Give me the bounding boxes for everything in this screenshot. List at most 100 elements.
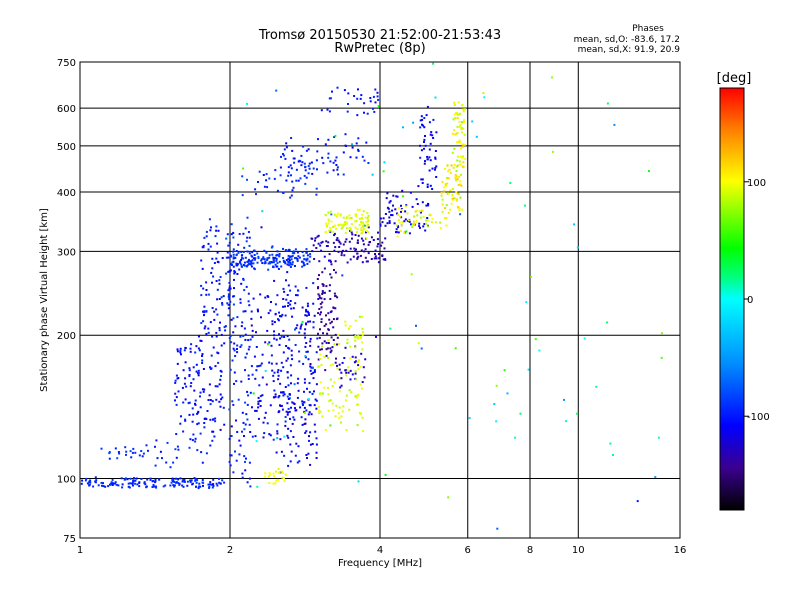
echo-point [186,484,189,487]
echo-point [269,262,271,265]
echo-point [573,223,576,226]
echo-point [332,409,335,412]
echo-point [304,345,307,348]
echo-point [251,329,254,332]
echo-point [383,161,386,164]
echo-point [291,189,294,192]
echo-point [232,248,235,251]
echo-point [459,173,462,176]
echo-point [205,289,208,291]
echo-point [459,196,462,199]
echo-point [321,156,324,159]
echo-points [80,62,663,530]
echo-point [89,481,92,484]
echo-point [207,331,210,334]
echo-point [349,378,352,381]
echo-point [421,123,423,126]
echo-point [400,224,403,227]
echo-point [396,212,398,215]
echo-point [197,410,200,413]
echo-point [660,332,663,335]
echo-point [362,239,365,242]
echo-point [257,257,260,260]
echo-point [421,118,424,121]
echo-point [358,315,361,318]
echo-point [176,377,179,380]
echo-point [207,242,210,245]
echo-point [256,261,259,264]
echo-point [351,373,354,376]
echo-point [289,266,292,268]
echo-point [445,217,448,220]
echo-point [245,285,248,288]
echo-point [208,293,210,296]
echo-point [114,481,117,484]
echo-point [310,413,313,416]
echo-point [248,345,251,348]
echo-point [183,480,186,483]
echo-point [202,320,205,323]
echo-point [318,308,321,310]
echo-point [333,381,336,384]
echo-point [402,195,404,198]
echo-point [264,261,267,264]
echo-point [264,472,267,475]
echo-point [176,445,179,448]
echo-point [218,279,221,282]
echo-point [323,267,326,270]
echo-point [223,423,226,426]
echo-point [451,151,454,154]
echo-point [171,477,174,480]
echo-point [289,417,291,420]
echo-point [360,226,363,229]
echo-point [223,342,226,345]
echo-point [189,350,192,353]
echo-point [140,450,143,452]
y-tick-label: 400 [57,188,76,199]
echo-point [215,482,218,485]
echo-point [391,209,394,212]
echo-point [189,347,192,350]
echo-point [294,257,297,260]
echo-point [406,212,409,215]
echo-point [288,338,291,341]
echo-point [198,349,201,352]
echo-point [375,257,378,260]
echo-point [462,161,465,164]
echo-point [356,114,359,117]
echo-point [246,418,249,421]
echo-point [213,435,216,438]
echo-point [278,260,281,263]
echo-point [430,131,433,134]
echo-point [192,433,195,436]
echo-point [354,356,357,359]
echo-point [100,481,103,484]
echo-point [338,246,341,248]
echo-point [395,195,398,198]
echo-point [290,255,293,258]
echo-point [179,349,182,352]
echo-point [290,349,293,352]
echo-point [397,207,400,210]
echo-point [211,335,214,338]
echo-point [233,349,236,352]
echo-point [255,346,258,348]
echo-point [362,430,365,432]
echo-point [196,479,199,482]
echo-point [336,237,339,240]
echo-point [308,411,311,414]
echo-point [204,325,207,328]
echo-point [335,227,338,230]
echo-point [362,210,365,213]
echo-point [253,249,255,252]
echo-point [319,348,322,351]
echo-point [203,314,205,317]
echo-point [372,239,375,241]
echo-point [254,435,257,438]
echo-point [229,368,232,371]
echo-point [247,374,250,377]
echo-point [282,153,284,155]
echo-point [318,336,321,339]
echo-point [243,246,246,249]
echo-point [315,457,318,459]
